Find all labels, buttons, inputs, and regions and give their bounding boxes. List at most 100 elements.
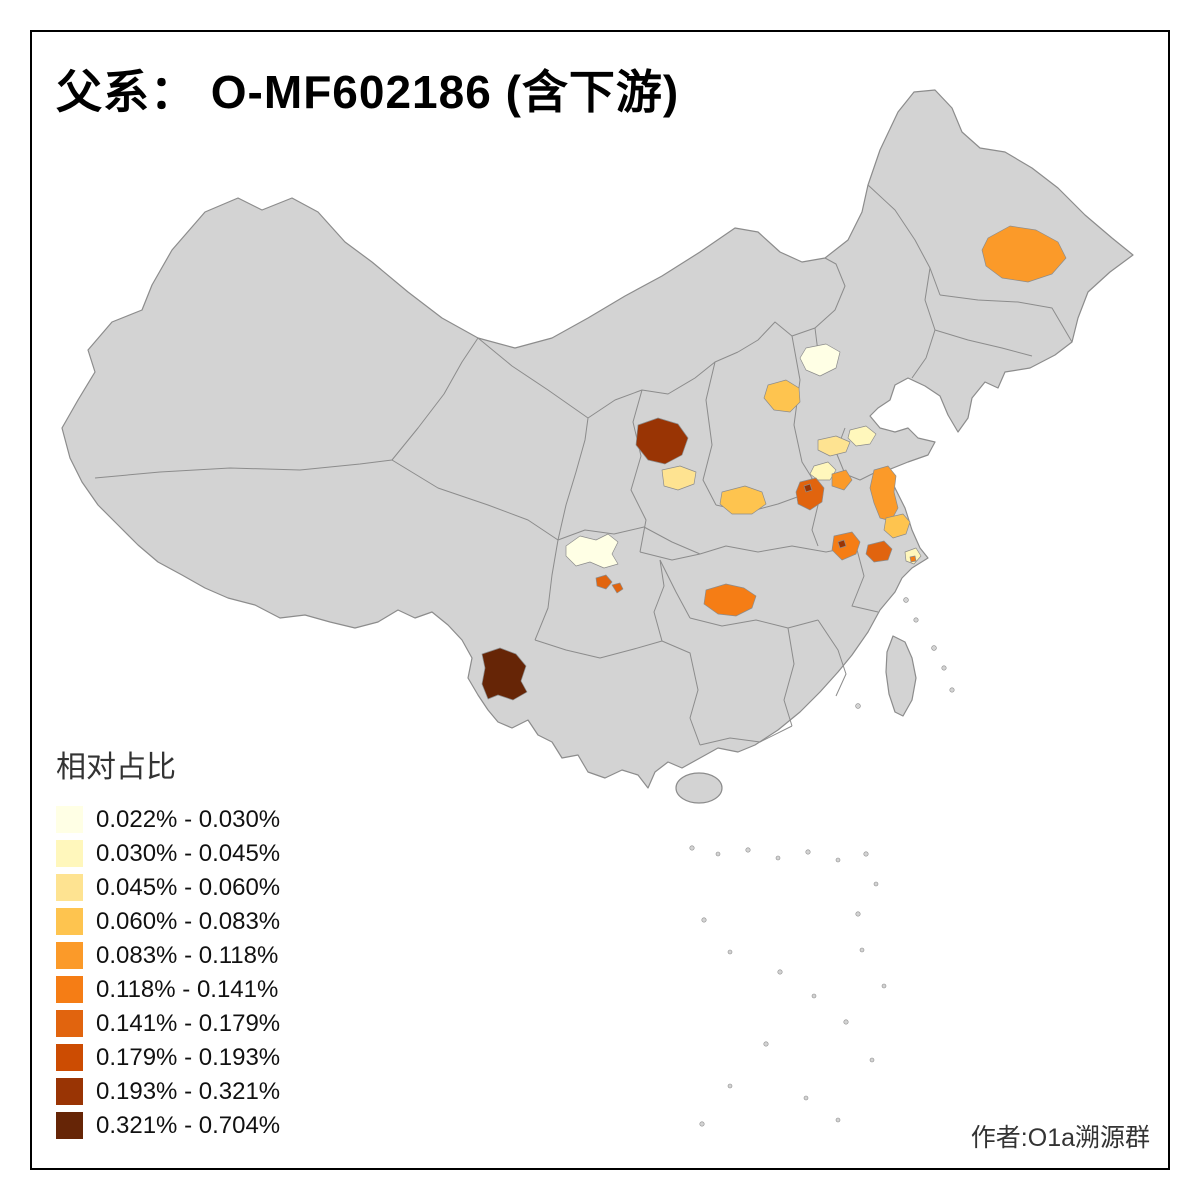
legend-label: 0.060% - 0.083% [96, 907, 281, 935]
region-hebei-west [763, 379, 801, 413]
legend-row: 0.118% - 0.141% [56, 976, 280, 1003]
highlighted-prefectures [481, 225, 1067, 701]
province-border [639, 545, 857, 561]
islet [745, 847, 751, 853]
province-border [851, 545, 879, 613]
legend-row: 0.022% - 0.030% [56, 806, 280, 833]
islet [727, 1083, 733, 1089]
region-henan-east [831, 469, 853, 491]
islet [843, 1019, 849, 1025]
province-border [817, 619, 847, 697]
legend-swatch [56, 874, 83, 901]
region-henan-south [719, 485, 767, 515]
legend-label: 0.193% - 0.321% [96, 1077, 281, 1105]
province-border [689, 617, 819, 629]
legend-label: 0.179% - 0.193% [96, 1043, 281, 1071]
legend-rows: 0.022% - 0.030% 0.030% - 0.045% 0.045% - 0… [56, 806, 280, 1139]
legend-label: 0.141% - 0.179% [96, 1009, 281, 1037]
china-mainland [61, 89, 1134, 789]
legend-swatch [56, 1078, 83, 1105]
islet [913, 617, 919, 623]
legend-row: 0.045% - 0.060% [56, 874, 280, 901]
province-border [557, 417, 589, 541]
islet [777, 969, 783, 975]
islet [881, 983, 887, 989]
legend-row: 0.030% - 0.045% [56, 840, 280, 867]
legend-swatch [56, 1010, 83, 1037]
province-border [653, 559, 665, 642]
islet [903, 597, 909, 603]
region-hubei-hunan [703, 583, 757, 617]
province-border [659, 559, 691, 619]
islet [931, 645, 937, 651]
legend-label: 0.030% - 0.045% [96, 839, 281, 867]
legend-row: 0.141% - 0.179% [56, 1010, 280, 1037]
province-border [534, 539, 559, 641]
legend-row: 0.193% - 0.321% [56, 1078, 280, 1105]
region-shandong-west [817, 435, 851, 457]
region-shanghai-dot [909, 555, 917, 563]
islet [701, 917, 707, 923]
islet [869, 1057, 875, 1063]
islet [689, 845, 695, 851]
province-border [939, 294, 1073, 343]
legend-swatch [56, 806, 83, 833]
legend: 相对占比 0.022% - 0.030% 0.030% - 0.045% 0.045… [56, 742, 280, 1146]
islet [763, 1041, 769, 1047]
legend-row: 0.321% - 0.704% [56, 1112, 280, 1139]
legend-label: 0.045% - 0.060% [96, 873, 281, 901]
region-shanghai-area [904, 547, 922, 565]
legend-swatch [56, 1044, 83, 1071]
province-border [661, 640, 701, 746]
region-henan-north [809, 461, 837, 481]
hainan-island [675, 772, 723, 804]
region-sichuan-west [565, 533, 619, 569]
region-shaanxi-north [635, 417, 689, 465]
islet [805, 849, 811, 855]
legend-label: 0.022% - 0.030% [96, 805, 281, 833]
province-border [867, 184, 941, 296]
islet [941, 665, 947, 671]
legend-swatch [56, 976, 83, 1003]
legend-swatch [56, 1112, 83, 1139]
province-border [391, 459, 559, 541]
region-sichuan-south-a [595, 574, 613, 590]
islet [715, 851, 721, 857]
plot-frame [30, 30, 1170, 1170]
region-anhui-central-dot [837, 539, 847, 549]
islet [811, 993, 817, 999]
islet [699, 1121, 705, 1127]
legend-swatch [56, 840, 83, 867]
region-heilongjiang-central [981, 225, 1067, 283]
province-border [557, 526, 701, 555]
islet [855, 703, 861, 709]
islet [863, 851, 869, 857]
region-jiangsu-north [869, 465, 899, 522]
legend-swatch [56, 942, 83, 969]
region-shandong-north [847, 425, 877, 447]
province-border [783, 627, 795, 727]
legend-label: 0.321% - 0.704% [96, 1111, 281, 1139]
region-shaanxi-central [661, 465, 697, 491]
region-jiangsu-central [883, 513, 911, 539]
legend-row: 0.060% - 0.083% [56, 908, 280, 935]
legend-row: 0.083% - 0.118% [56, 942, 280, 969]
province-border [791, 335, 813, 479]
province-border [630, 389, 647, 553]
islet [949, 687, 955, 693]
islet [835, 857, 841, 863]
region-henan-southeast-dot [803, 483, 813, 493]
region-sichuan-south-b [611, 582, 624, 594]
legend-swatch [56, 908, 83, 935]
legend-label: 0.118% - 0.141% [96, 975, 279, 1003]
islet [835, 1117, 841, 1123]
region-henan-southeast [795, 477, 825, 511]
province-border [934, 329, 1033, 357]
province-border [702, 361, 717, 506]
islet [859, 947, 865, 953]
province-border [534, 639, 663, 659]
region-anhui-east [865, 540, 893, 563]
province-border [477, 337, 589, 419]
region-hebei-north [799, 343, 841, 377]
